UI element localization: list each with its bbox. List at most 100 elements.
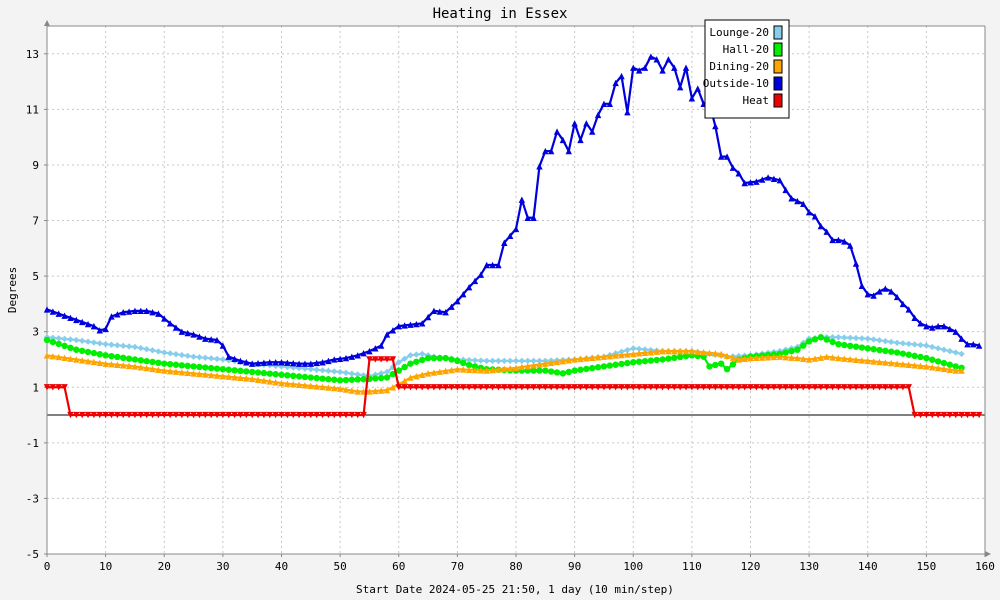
data-point-dining-20: [940, 365, 948, 373]
data-point-lounge-20: [125, 343, 133, 350]
data-point-lounge-20: [864, 335, 871, 342]
data-point-dining-20: [196, 370, 203, 378]
data-point-outside-10: [401, 322, 408, 329]
data-point-outside-10: [202, 335, 209, 342]
data-point-outside-10: [506, 232, 514, 240]
data-point-heat: [846, 384, 854, 391]
data-point-outside-10: [764, 174, 772, 181]
data-point-lounge-20: [90, 339, 98, 346]
data-point-heat: [612, 384, 619, 391]
data-point-dining-20: [888, 359, 895, 367]
data-point-heat: [694, 384, 701, 391]
legend-swatch-outside-10: [773, 76, 783, 91]
data-point-dining-20: [741, 355, 748, 362]
data-point-outside-10: [61, 312, 68, 319]
data-point-hall-20: [858, 344, 866, 351]
data-point-hall-20: [354, 376, 361, 383]
data-point-hall-20: [290, 372, 297, 380]
data-point-heat: [102, 411, 109, 419]
data-point-lounge-20: [383, 368, 391, 376]
data-point-dining-20: [248, 375, 256, 383]
data-point-dining-20: [876, 358, 883, 366]
data-point-hall-20: [342, 376, 350, 384]
data-point-lounge-20: [149, 347, 156, 354]
data-point-outside-10: [260, 359, 268, 366]
data-point-dining-20: [952, 367, 959, 374]
data-point-heat: [518, 384, 526, 391]
data-point-hall-20: [225, 366, 232, 373]
data-point-hall-20: [577, 366, 584, 373]
data-point-outside-10: [483, 261, 490, 269]
data-point-dining-20: [712, 350, 719, 357]
data-point-hall-20: [846, 342, 854, 350]
data-point-heat: [372, 356, 379, 363]
data-point-lounge-20: [512, 357, 520, 365]
data-point-outside-10: [231, 355, 238, 362]
data-point-hall-20: [389, 370, 397, 378]
data-point-lounge-20: [489, 357, 496, 365]
data-point-dining-20: [448, 366, 455, 374]
data-point-dining-20: [747, 354, 754, 362]
data-point-outside-10: [219, 342, 227, 349]
data-point-outside-10: [952, 328, 959, 335]
data-point-heat: [360, 411, 367, 419]
data-point-hall-20: [659, 356, 666, 363]
data-point-outside-10: [547, 147, 555, 155]
data-point-hall-20: [166, 360, 174, 368]
data-point-dining-20: [600, 353, 608, 360]
data-point-heat: [413, 384, 420, 391]
data-point-heat: [84, 411, 92, 419]
data-point-hall-20: [90, 349, 98, 357]
data-point-heat: [166, 411, 174, 419]
data-point-outside-10: [325, 357, 332, 365]
x-tick-label: 90: [568, 560, 581, 573]
data-point-heat: [161, 411, 168, 419]
x-tick-label: 0: [44, 560, 51, 573]
data-point-hall-20: [172, 361, 180, 368]
data-point-dining-20: [483, 367, 490, 374]
data-point-hall-20: [671, 354, 678, 362]
data-point-dining-20: [835, 354, 842, 362]
data-point-heat: [172, 411, 180, 419]
data-point-outside-10: [823, 228, 830, 235]
data-point-heat: [729, 384, 737, 391]
data-point-dining-20: [800, 355, 807, 362]
data-point-hall-20: [419, 356, 426, 364]
data-point-dining-20: [190, 370, 197, 377]
data-point-outside-10: [225, 353, 232, 360]
data-point-lounge-20: [876, 337, 883, 344]
data-point-outside-10: [958, 335, 965, 342]
plot-area: [47, 26, 985, 554]
data-point-hall-20: [723, 366, 731, 373]
data-point-heat: [946, 411, 954, 419]
data-point-heat: [811, 384, 819, 391]
data-point-lounge-20: [213, 355, 221, 363]
data-point-heat: [471, 384, 479, 391]
data-point-hall-20: [237, 367, 244, 375]
data-point-lounge-20: [471, 357, 479, 364]
data-point-outside-10: [501, 239, 508, 246]
legend-label-lounge-20: Lounge-20: [709, 26, 769, 39]
data-point-dining-20: [518, 363, 526, 371]
data-point-dining-20: [114, 361, 121, 368]
data-point-outside-10: [190, 331, 197, 338]
data-point-dining-20: [852, 356, 860, 363]
data-point-heat: [841, 384, 848, 391]
data-point-dining-20: [923, 363, 930, 370]
data-point-heat: [712, 384, 719, 391]
data-point-outside-10: [735, 170, 742, 177]
data-point-hall-20: [149, 358, 156, 366]
data-point-lounge-20: [852, 334, 860, 342]
data-point-hall-20: [207, 364, 215, 372]
data-point-outside-10: [383, 331, 391, 338]
data-point-heat: [272, 411, 279, 419]
data-point-heat: [547, 384, 555, 391]
data-point-dining-20: [301, 382, 309, 389]
data-point-heat: [940, 411, 948, 419]
data-point-heat: [196, 411, 203, 419]
data-point-lounge-20: [624, 346, 631, 354]
chart-title: Heating in Essex: [433, 6, 568, 22]
data-point-heat: [108, 411, 115, 419]
data-point-outside-10: [770, 175, 778, 183]
data-point-heat: [407, 384, 414, 391]
